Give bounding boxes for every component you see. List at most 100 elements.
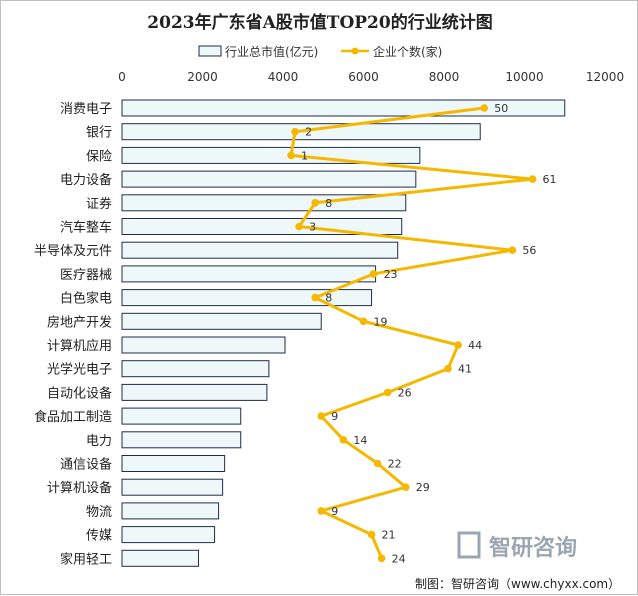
line-data-label: 44 xyxy=(468,339,482,352)
line-point xyxy=(291,127,299,136)
x-tick-label: 0 xyxy=(118,70,126,84)
watermark: 智研咨询 xyxy=(457,531,577,561)
bar xyxy=(121,526,216,544)
category-label: 医疗器械 xyxy=(60,268,112,283)
category-label: 白色家电 xyxy=(60,291,112,307)
line-point xyxy=(339,436,348,444)
legend-line-label: 企业个数(家) xyxy=(373,44,442,59)
line-point xyxy=(295,222,303,231)
line-data-label: 24 xyxy=(392,552,406,565)
category-label: 计算机设备 xyxy=(47,480,112,496)
line-data-label: 56 xyxy=(522,244,536,257)
bar xyxy=(121,289,373,307)
x-tick-label: 6000 xyxy=(348,70,379,84)
line-data-label: 19 xyxy=(374,315,388,328)
category-label: 消费电子 xyxy=(60,102,112,117)
bar xyxy=(121,407,242,425)
bar xyxy=(121,265,377,283)
category-label: 银行 xyxy=(86,126,112,141)
category-label: 保险 xyxy=(86,149,112,164)
line-point xyxy=(367,530,376,539)
line-point xyxy=(369,270,378,278)
line-data-label: 61 xyxy=(543,173,557,186)
category-label: 电力 xyxy=(86,434,112,449)
category-label: 家用轻工 xyxy=(60,551,112,567)
bar xyxy=(121,455,226,472)
line-point xyxy=(383,388,392,397)
line-data-label: 21 xyxy=(382,529,396,542)
category-label: 汽车整车 xyxy=(60,220,112,236)
y-axis-categories: 消费电子银行保险电力设备证券汽车整车半导体及元件医疗器械白色家电房地产开发计算机… xyxy=(34,102,112,567)
line-point xyxy=(480,104,489,112)
category-label: 自动化设备 xyxy=(47,385,112,401)
watermark-logo-icon xyxy=(457,531,481,559)
bar-series xyxy=(121,99,566,567)
line-point xyxy=(444,364,452,373)
line-point xyxy=(317,412,326,420)
x-axis: 0 2000 4000 6000 8000 10000 12000 xyxy=(118,70,624,84)
line-point xyxy=(401,483,410,492)
line-data-label: 9 xyxy=(331,410,338,423)
line-point xyxy=(317,507,326,515)
category-label: 食品加工制造 xyxy=(34,409,112,425)
bar xyxy=(121,170,417,188)
line-data-label: 41 xyxy=(458,363,472,376)
line-data-label: 1 xyxy=(301,149,308,162)
line-point xyxy=(287,151,295,160)
bar xyxy=(121,194,407,212)
bar xyxy=(121,478,224,496)
line-point xyxy=(373,459,382,468)
line-data-label: 14 xyxy=(353,434,367,447)
chart-credit: 制图：智研咨询（www.chyxx.com） xyxy=(415,576,620,591)
bar xyxy=(121,431,242,449)
line-point xyxy=(454,341,462,349)
line-data-label: 9 xyxy=(331,505,338,518)
line-data-label: 29 xyxy=(416,481,430,494)
line-data-label: 8 xyxy=(325,292,332,305)
bar xyxy=(121,383,268,401)
series-line xyxy=(289,106,534,559)
category-label: 通信设备 xyxy=(60,457,112,473)
line-data-label: 3 xyxy=(309,221,316,234)
line-point xyxy=(528,175,537,183)
line-data-label: 23 xyxy=(384,268,398,281)
bar xyxy=(121,549,199,567)
line-data-label: 2 xyxy=(305,126,312,139)
category-label: 传媒 xyxy=(86,529,112,544)
x-tick-label: 2000 xyxy=(187,70,218,84)
line-point xyxy=(377,554,386,563)
line-point xyxy=(508,246,517,254)
legend-bar-label: 行业总市值(亿元) xyxy=(225,44,318,59)
bar xyxy=(121,360,270,378)
category-label: 物流 xyxy=(86,505,112,520)
category-label: 证券 xyxy=(86,196,112,212)
line-point xyxy=(311,199,320,207)
legend-line-marker xyxy=(351,47,359,55)
x-tick-label: 8000 xyxy=(429,70,460,84)
x-tick-label: 10000 xyxy=(505,70,543,84)
category-label: 计算机应用 xyxy=(47,338,112,354)
category-label: 电力设备 xyxy=(60,172,112,188)
category-label: 光学光电子 xyxy=(47,362,112,378)
line-data-label: 22 xyxy=(388,458,402,471)
line-point xyxy=(311,293,320,302)
line-data-label: 8 xyxy=(325,197,332,210)
line-point xyxy=(359,317,368,326)
bar xyxy=(121,502,220,520)
x-tick-label: 4000 xyxy=(268,70,299,84)
category-label: 半导体及元件 xyxy=(34,244,112,259)
watermark-text: 智研咨询 xyxy=(489,535,577,561)
line-data-label: 50 xyxy=(494,102,508,115)
bar xyxy=(121,146,421,164)
x-tick-label: 12000 xyxy=(586,70,624,84)
line-data-label: 26 xyxy=(398,386,412,399)
chart-title: 2023年广东省A股市值TOP20的行业统计图 xyxy=(147,12,492,33)
bar xyxy=(121,312,322,330)
legend: 行业总市值(亿元) 企业个数(家) xyxy=(198,44,442,59)
category-label: 房地产开发 xyxy=(47,314,112,330)
bar xyxy=(121,336,286,354)
bar xyxy=(121,241,399,259)
